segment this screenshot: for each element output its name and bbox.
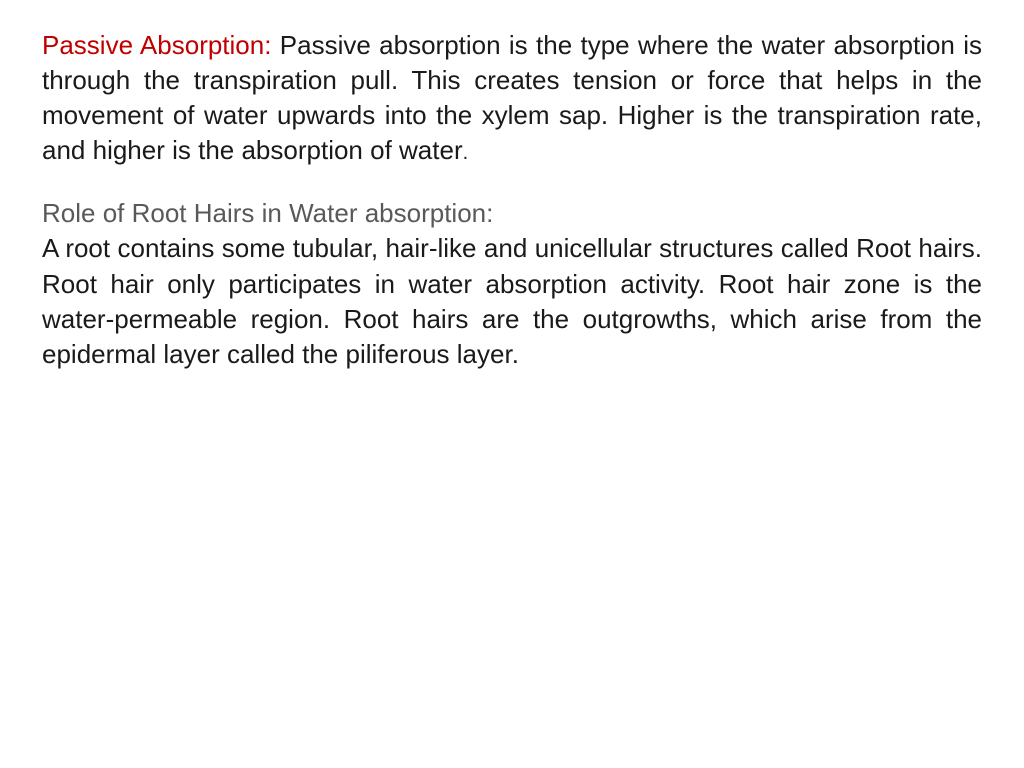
passive-absorption-period: . bbox=[463, 142, 469, 164]
root-hairs-paragraph: Role of Root Hairs in Water absorption: … bbox=[42, 196, 982, 371]
root-hairs-emphasis2: piliferous layer bbox=[346, 339, 512, 369]
root-hairs-body-part3: . bbox=[512, 339, 519, 369]
passive-absorption-title: Passive Absorption: bbox=[42, 30, 271, 60]
root-hairs-body-part1: A root contains some tubular, hair-like … bbox=[42, 233, 856, 263]
root-hairs-subtitle: Role of Root Hairs in Water absorption: bbox=[42, 198, 493, 228]
passive-absorption-paragraph: Passive Absorption: Passive absorption i… bbox=[42, 28, 982, 168]
root-hairs-emphasis1: Root hairs bbox=[856, 233, 975, 263]
